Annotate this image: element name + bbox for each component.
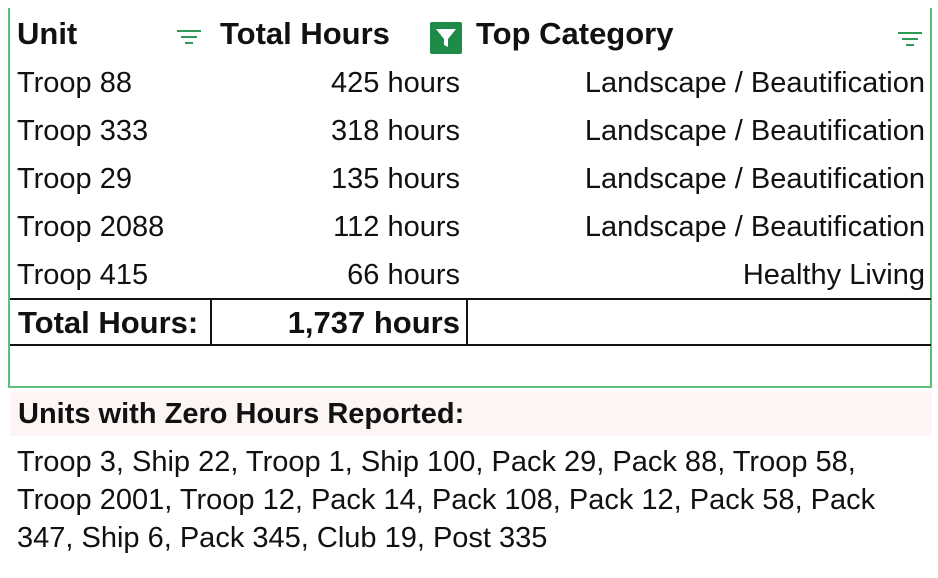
header-unit: Unit: [17, 16, 78, 51]
row-5-hours: 66 hours: [347, 259, 460, 291]
zero-hours-units-list: Troop 3, Ship 22, Troop 1, Ship 100, Pac…: [17, 446, 876, 554]
total-value: 1,737 hours: [287, 305, 460, 340]
total-label: Total Hours:: [18, 305, 199, 340]
row-4-unit: Troop 2088: [17, 211, 165, 243]
row-2-category: Landscape / Beautification: [584, 115, 925, 147]
row-2-unit: Troop 333: [17, 115, 149, 147]
row-3-category: Landscape / Beautification: [584, 163, 925, 195]
total-divider-2: [466, 300, 468, 346]
header-total-hours: Total Hours: [220, 16, 390, 51]
row-3-unit: Troop 29: [17, 163, 132, 195]
row-2-hours: 318 hours: [331, 115, 460, 147]
zero-hours-title: Units with Zero Hours Reported:: [18, 398, 465, 430]
row-1-unit: Troop 88: [17, 67, 132, 99]
total-hours-filter-active-icon[interactable]: [430, 22, 462, 54]
header-top-category: Top Category: [476, 16, 674, 51]
row-1-category: Landscape / Beautification: [584, 67, 925, 99]
category-filter-icon[interactable]: [897, 30, 923, 48]
row-1-hours: 425 hours: [331, 67, 460, 99]
row-5-unit: Troop 415: [17, 259, 149, 291]
row-3-hours: 135 hours: [331, 163, 460, 195]
row-4-category: Landscape / Beautification: [584, 211, 925, 243]
unit-hours-table: [8, 8, 932, 388]
row-5-category: Healthy Living: [742, 259, 925, 291]
row-4-hours: 112 hours: [333, 211, 460, 243]
unit-filter-icon[interactable]: [176, 28, 202, 46]
zero-hours-title-band: Units with Zero Hours Reported:: [10, 392, 932, 436]
total-row: Total Hours: 1,737 hours: [10, 298, 931, 346]
total-divider-1: [210, 300, 212, 346]
